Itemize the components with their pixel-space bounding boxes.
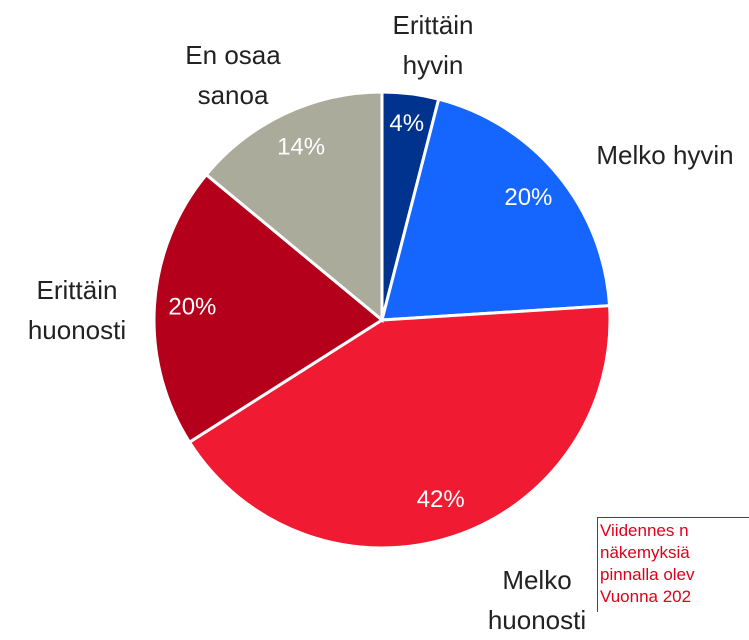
category-label: En osaa sanoa — [185, 40, 281, 110]
page: 4% 20% 42% 20% 14% Viidennes n näkemyksiä pinn… — [27, 10, 749, 635]
annotation-line: pinnalla olev — [600, 565, 695, 584]
annotation-box: Viidennes n näkemyksiä pinnalla olev Vuonna… — [597, 517, 749, 612]
value-label: 4% — [389, 110, 424, 137]
category-label: Melko huonosti — [487, 565, 587, 635]
value-label: 42% — [417, 486, 465, 513]
value-label: 20% — [168, 293, 216, 320]
pie-slice — [152, 172, 385, 445]
annotation-line: Viidennes n — [600, 521, 689, 540]
pie-slice — [380, 97, 612, 322]
value-label: 14% — [277, 133, 325, 160]
chart: 4% 20% 42% 20% 14% — [152, 90, 612, 550]
annotation-line: Vuonna 202 — [600, 587, 692, 606]
category-label: Erittäin huonosti — [27, 275, 127, 345]
pie-slice — [187, 304, 612, 550]
pie-slice — [204, 90, 384, 324]
value-label: 20% — [504, 184, 552, 211]
category-label: Melko hyvin — [596, 140, 734, 170]
category-label: Erittäin hyvin — [392, 10, 474, 80]
annotation-line: näkemyksiä — [600, 543, 690, 562]
